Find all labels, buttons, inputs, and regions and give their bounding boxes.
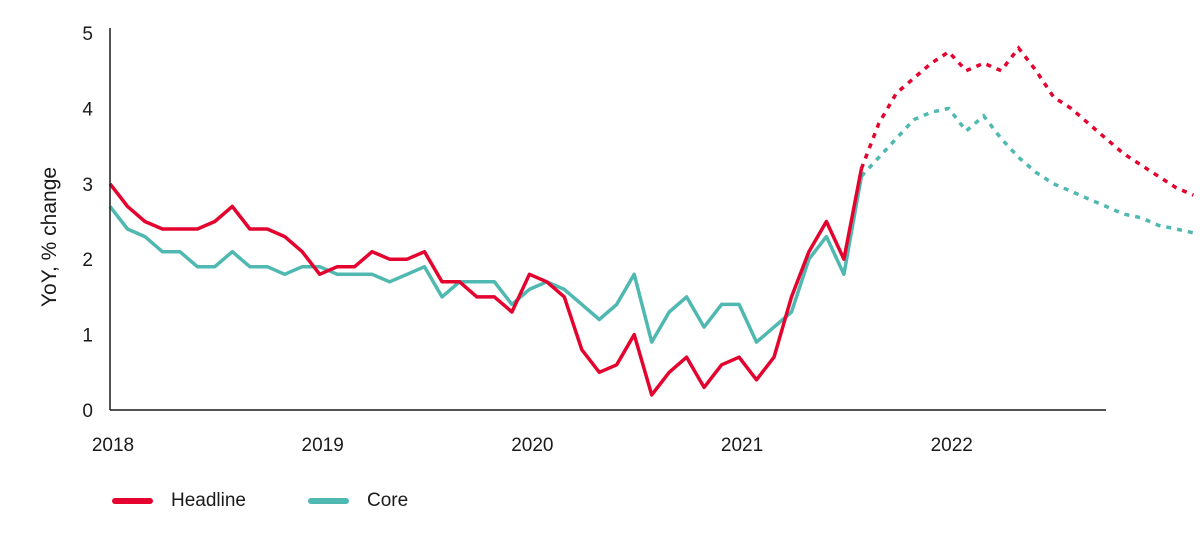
series-layer [108, 45, 1195, 397]
headline-actual-line [108, 168, 864, 397]
chart-legend: Headline Core [112, 488, 470, 514]
x-axis-ticks: 2018 2019 2020 2021 2022 [92, 435, 973, 456]
x-tick-label: 2022 [931, 435, 973, 456]
legend-swatch-headline [112, 498, 153, 504]
legend-label-core: Core [367, 490, 409, 511]
x-tick-label: 2019 [302, 435, 344, 456]
core-forecast-line [860, 106, 1194, 235]
y-axis-ticks: 0 1 2 3 4 5 [82, 24, 93, 422]
core-actual-line [108, 175, 864, 344]
legend-item-headline: Headline [112, 490, 246, 512]
headline-forecast-line [859, 45, 1195, 197]
x-tick-label: 2021 [721, 435, 763, 456]
y-axis-title: YoY, % change [38, 167, 61, 307]
x-tick-label: 2018 [92, 435, 134, 456]
y-tick-label: 1 [82, 326, 93, 347]
x-tick-label: 2020 [511, 435, 553, 456]
y-tick-label: 4 [82, 99, 93, 120]
legend-swatch-core [308, 498, 349, 504]
y-tick-label: 5 [82, 24, 93, 45]
y-tick-label: 0 [82, 401, 93, 422]
y-tick-label: 3 [82, 175, 93, 196]
legend-item-core: Core [308, 490, 408, 512]
line-chart: YoY, % change 0 1 2 3 4 5 2018 2019 2020 2021 202… [38, 24, 1195, 456]
legend-label-headline: Headline [171, 490, 246, 511]
y-tick-label: 2 [82, 250, 93, 271]
